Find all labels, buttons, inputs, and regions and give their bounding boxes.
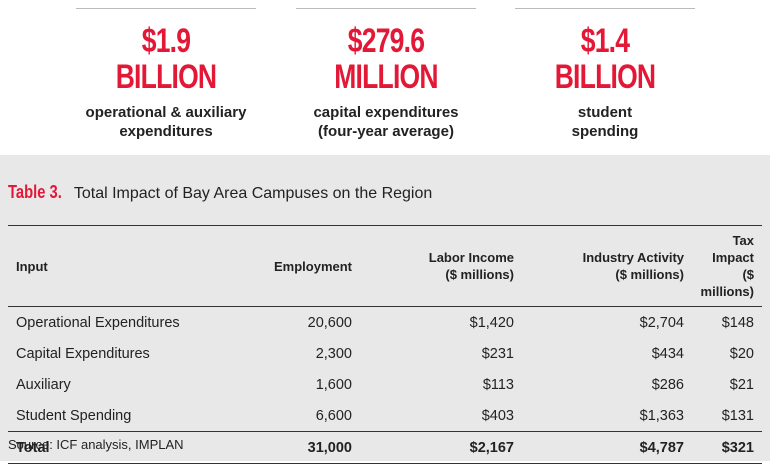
row-tax-impact: $148 (721, 314, 754, 331)
table-row: Operational Expenditures 20,600 $1,420 $… (8, 307, 762, 339)
stat-amount: $1.9 (141, 22, 191, 60)
stat-desc-line1: capital expenditures (313, 104, 459, 121)
table-row: Auxiliary 1,600 $113 $286 $21 (8, 369, 762, 400)
total-employment: 31,000 (307, 439, 352, 456)
row-industry-activity: $1,363 (639, 407, 684, 424)
row-employment: 20,600 (307, 314, 352, 331)
total-label: Total (16, 439, 50, 456)
header-input: Input (16, 258, 48, 274)
stat-unit: BILLION (115, 58, 217, 96)
row-tax-impact: $131 (721, 407, 754, 424)
row-labor-income: $403 (481, 407, 514, 424)
row-employment: 2,300 (315, 345, 352, 362)
row-input: Operational Expenditures (16, 314, 180, 331)
stat-student: $1.4 BILLION student spending (515, 8, 695, 149)
table-row: Student Spending 6,600 $403 $1,363 $131 (8, 400, 762, 432)
header-labor-income: Labor Income ($ millions) (428, 250, 514, 282)
header-tax-impact: Tax Impact ($ millions) (700, 233, 754, 299)
row-industry-activity: $434 (651, 345, 684, 362)
row-employment: 1,600 (315, 376, 352, 393)
table-row: Capital Expenditures 2,300 $231 $434 $20 (8, 338, 762, 369)
row-labor-income: $1,420 (469, 314, 514, 331)
stat-operational: $1.9 BILLION operational & auxiliary exp… (76, 8, 256, 149)
stat-desc-line2: spending (571, 123, 639, 140)
row-input: Student Spending (16, 407, 132, 424)
stat-capital: $279.6 MILLION capital expenditures (fou… (296, 8, 476, 149)
row-labor-income: $113 (482, 376, 514, 393)
stat-amount: $279.6 (347, 22, 425, 60)
stat-desc-line2: expenditures (119, 123, 213, 140)
total-tax-impact: $321 (721, 439, 754, 456)
stat-description: capital expenditures (four-year average) (296, 103, 476, 141)
row-tax-impact: $21 (729, 376, 754, 393)
stat-desc-line2: (four-year average) (318, 123, 454, 140)
row-input: Capital Expenditures (16, 345, 150, 362)
header-industry-activity: Industry Activity ($ millions) (582, 250, 684, 282)
table-panel: Table 3. Total Impact of Bay Area Campus… (0, 155, 770, 464)
table-header-row: Input Employment Labor Income ($ million… (8, 225, 762, 307)
impact-table: Input Employment Labor Income ($ million… (8, 225, 762, 464)
stat-unit: MILLION (334, 58, 438, 96)
table-title: Total Impact of Bay Area Campuses on the… (73, 185, 433, 202)
stat-description: student spending (515, 103, 695, 141)
row-labor-income: $231 (481, 345, 514, 362)
stats-banner: $1.9 BILLION operational & auxiliary exp… (0, 0, 770, 155)
header-employment: Employment (273, 258, 352, 274)
row-input: Auxiliary (16, 376, 71, 393)
row-tax-impact: $20 (729, 345, 754, 362)
stat-amount: $1.4 (580, 22, 630, 60)
total-industry-activity: $4,787 (639, 439, 684, 456)
stat-unit: BILLION (554, 58, 656, 96)
table-label: Table 3. (8, 182, 62, 202)
stat-description: operational & auxiliary expenditures (76, 103, 256, 141)
source-note: Source: ICF analysis, IMPLAN (8, 437, 184, 452)
row-employment: 6,600 (315, 407, 352, 424)
row-industry-activity: $2,704 (639, 314, 684, 331)
row-industry-activity: $286 (651, 376, 684, 393)
table-caption: Table 3. Total Impact of Bay Area Campus… (8, 182, 432, 203)
stat-desc-line1: operational & auxiliary (85, 104, 247, 121)
total-labor-income: $2,167 (469, 439, 514, 456)
stat-desc-line1: student (577, 104, 633, 121)
